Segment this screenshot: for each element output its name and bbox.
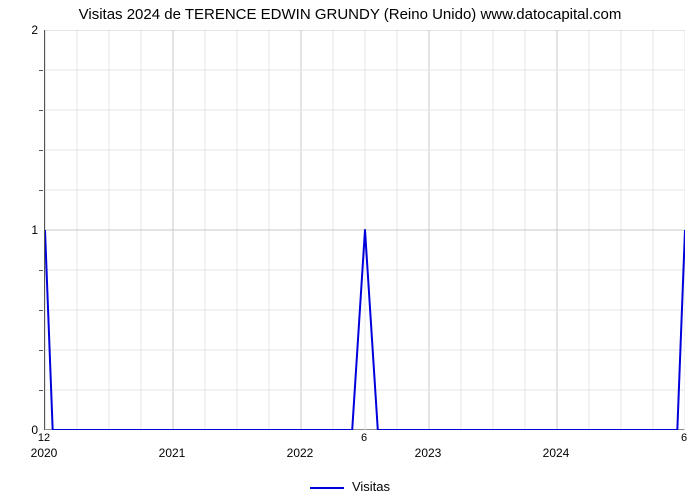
y-tick-label: 1 <box>31 223 38 237</box>
point-label: 6 <box>681 432 687 444</box>
legend: Visitas <box>0 479 700 494</box>
x-tick-label: 2024 <box>543 446 570 460</box>
x-tick-label: 2023 <box>415 446 442 460</box>
plot-area <box>44 30 684 430</box>
x-tick-label: 2022 <box>287 446 314 460</box>
legend-label: Visitas <box>352 479 390 494</box>
chart-title: Visitas 2024 de TERENCE EDWIN GRUNDY (Re… <box>0 6 700 23</box>
point-label: 6 <box>361 432 367 444</box>
y-minor-tick <box>39 350 43 351</box>
y-tick-label: 2 <box>31 23 38 37</box>
x-tick-label: 2020 <box>31 446 58 460</box>
legend-swatch <box>310 487 344 489</box>
y-minor-tick <box>39 390 43 391</box>
y-minor-tick <box>39 270 43 271</box>
y-minor-tick <box>39 190 43 191</box>
y-minor-tick <box>39 310 43 311</box>
y-minor-tick <box>39 110 43 111</box>
y-minor-tick <box>39 150 43 151</box>
y-minor-tick <box>39 70 43 71</box>
x-tick-label: 2021 <box>159 446 186 460</box>
visits-chart: Visitas 2024 de TERENCE EDWIN GRUNDY (Re… <box>0 0 700 500</box>
point-label: 12 <box>38 432 50 444</box>
series-layer <box>45 30 685 430</box>
